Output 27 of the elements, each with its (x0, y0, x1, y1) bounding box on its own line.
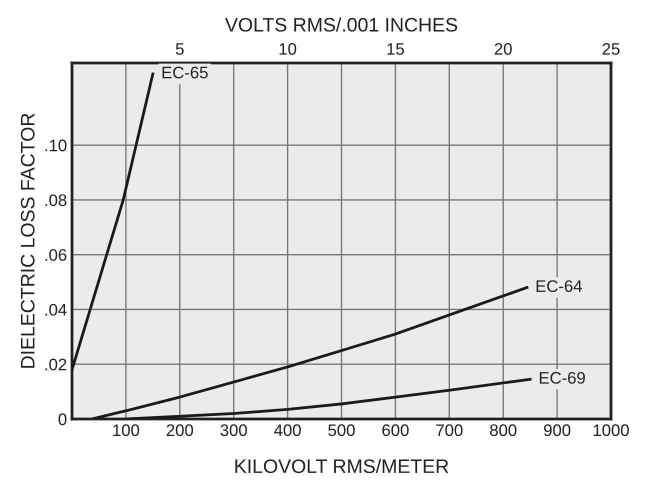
y-tick-label: 0 (58, 413, 66, 426)
x-axis-title: KILOVOLT RMS/METER (235, 458, 448, 474)
series-label: EC-64 (536, 280, 582, 292)
y-tick-label: .06 (45, 249, 66, 261)
y-tick-label: .10 (45, 140, 66, 152)
x-tick-label: 400 (274, 424, 301, 436)
x2-tick-label: 20 (494, 43, 512, 55)
x-tick-label: 300 (220, 424, 247, 436)
x-tick-label: 600 (382, 424, 409, 436)
x-tick-label: 800 (490, 424, 516, 436)
y-tick-label: .08 (45, 194, 66, 206)
x-tick-label: 200 (166, 424, 194, 436)
x-tick-label: 500 (328, 424, 355, 436)
x2-tick-label: 10 (280, 43, 296, 55)
x-tick-label: 700 (436, 424, 463, 436)
y-tick-label: .04 (45, 304, 67, 316)
x2-axis-title: VOLTS RMS/.001 INCHES (225, 17, 458, 32)
x-tick-label: 1000 (594, 424, 629, 436)
x2-tick-label: 5 (176, 43, 184, 55)
series-label: EC-69 (540, 372, 585, 384)
y-tick-label: .02 (45, 358, 66, 370)
y-axis-title: DIELECTRIC LOSS FACTOR (20, 113, 35, 368)
x2-tick-label: 15 (387, 43, 404, 55)
x-tick-label: 100 (113, 424, 140, 436)
x2-tick-label: 25 (602, 43, 620, 55)
x-tick-label: 900 (544, 424, 570, 436)
series-label: EC-65 (162, 66, 208, 78)
